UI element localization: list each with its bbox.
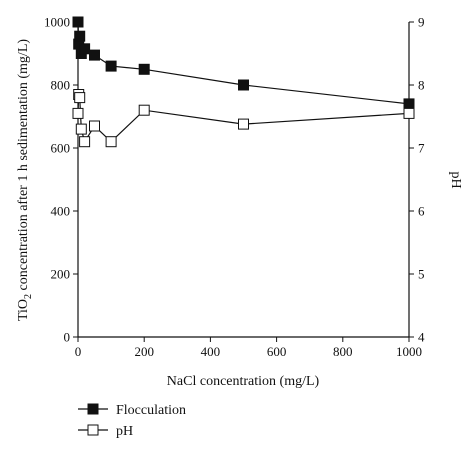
y-right-tick-label: 4	[418, 330, 425, 345]
data-point-flocculation	[79, 43, 91, 55]
data-point-ph	[72, 107, 84, 119]
series-line-flocculation	[77, 21, 410, 105]
x-tick-label: 0	[75, 344, 82, 359]
x-tick-label: 1000	[396, 344, 422, 359]
y-left-title-sub: 2	[23, 294, 34, 299]
legend-item-flocculation: Flocculation	[78, 403, 186, 418]
x-tick-label: 600	[267, 344, 287, 359]
series-layer	[72, 16, 415, 148]
y-left-tick-label: 1000	[44, 15, 70, 30]
data-point-flocculation	[138, 63, 150, 75]
data-point-ph	[74, 92, 86, 104]
data-point-flocculation	[72, 16, 84, 28]
data-point-flocculation	[403, 98, 415, 110]
legend-marker-ph	[87, 424, 99, 436]
y-left-title-post: concentration after 1 h sedimentation (m…	[16, 39, 31, 294]
series-line-ph	[77, 94, 410, 144]
legend-marker-flocculation	[87, 403, 99, 415]
x-tick-label: 400	[201, 344, 221, 359]
y-right-tick-label: 7	[418, 141, 425, 156]
data-point-ph	[89, 120, 100, 132]
y-right-tick-label: 9	[418, 15, 425, 30]
data-point-ph	[138, 104, 150, 116]
legend-item-ph: pH	[78, 424, 133, 439]
data-point-ph	[79, 136, 91, 148]
data-point-ph	[238, 118, 249, 130]
data-point-ph	[105, 136, 117, 148]
y-right-axis-title: pH	[448, 171, 463, 188]
y-right-tick-label: 8	[418, 78, 425, 93]
y-right-tick-label: 5	[418, 267, 425, 282]
y-left-tick-label: 400	[51, 204, 71, 219]
y-right-tick-label: 6	[418, 204, 425, 219]
data-point-flocculation	[74, 30, 86, 42]
data-point-flocculation	[89, 49, 100, 61]
legend: Flocculation pH	[78, 403, 186, 439]
data-point-flocculation	[238, 79, 249, 91]
data-point-ph	[75, 123, 87, 135]
x-tick-label: 200	[134, 344, 154, 359]
y-left-tick-label: 800	[51, 78, 71, 93]
x-tick-label: 800	[333, 344, 353, 359]
data-point-ph	[403, 107, 415, 119]
data-point-flocculation	[105, 60, 117, 72]
y-left-tick-label: 0	[64, 330, 71, 345]
y-left-title-pre: TiO	[16, 299, 31, 321]
y-left-axis-title: TiO2 concentration after 1 h sedimentati…	[16, 39, 34, 321]
legend-label-flocculation: Flocculation	[116, 403, 186, 418]
x-axis-title: NaCl concentration (mg/L)	[167, 374, 320, 389]
y-left-tick-label: 600	[51, 141, 71, 156]
legend-label-ph: pH	[116, 424, 133, 439]
y-left-tick-label: 200	[51, 267, 71, 282]
